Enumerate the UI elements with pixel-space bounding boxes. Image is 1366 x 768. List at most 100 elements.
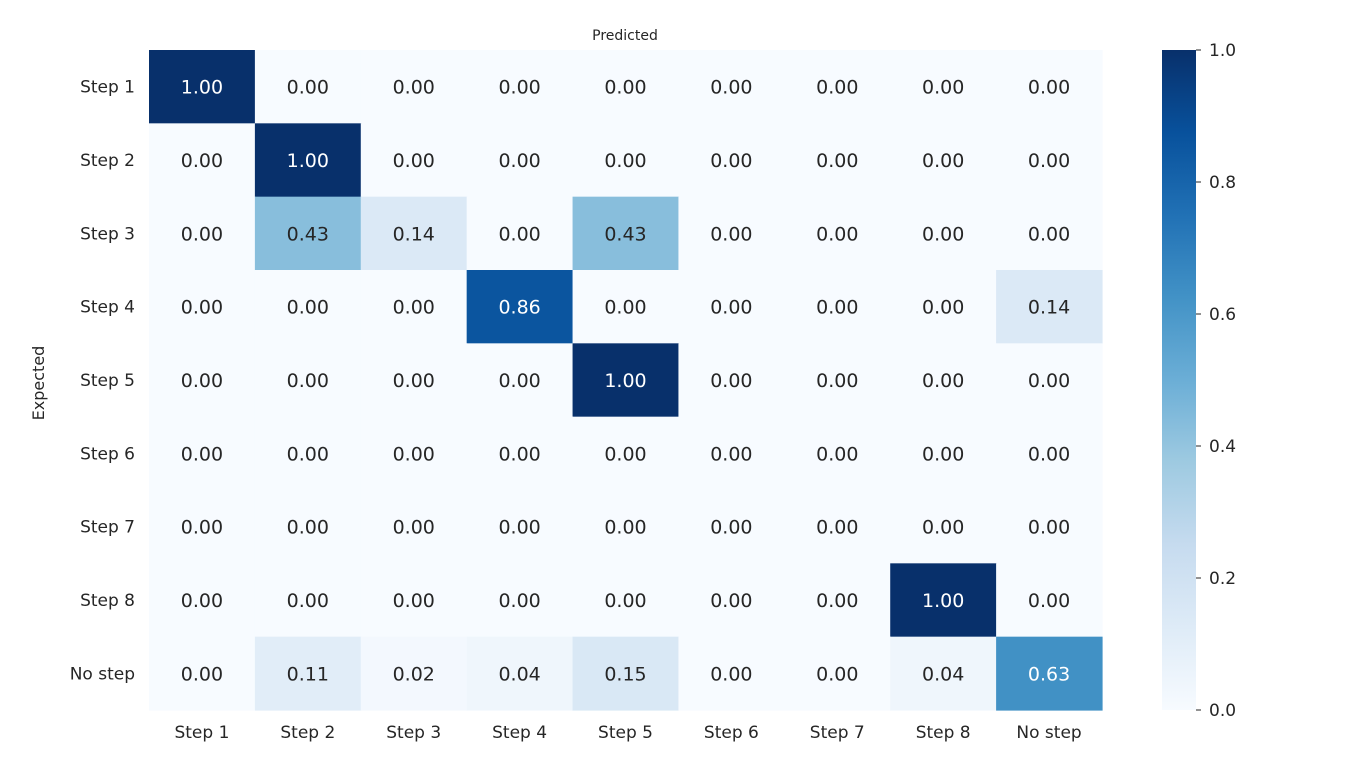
- heatmap-cell-value: 0.00: [710, 223, 752, 245]
- heatmap-cell: [254, 563, 362, 638]
- heatmap-cell-value: 0.00: [498, 223, 540, 245]
- heatmap-cell-value: 0.00: [710, 150, 752, 172]
- heatmap-cell-value: 0.00: [1028, 443, 1070, 465]
- heatmap-cell-value: 0.02: [393, 663, 435, 685]
- heatmap-cell: [678, 50, 785, 124]
- y-tick-label: Step 1: [80, 78, 135, 98]
- heatmap-cell: [784, 636, 891, 711]
- heatmap-cell-value: 0.00: [922, 150, 964, 172]
- heatmap-cell: [466, 50, 574, 124]
- y-tick-label: Step 7: [80, 518, 135, 538]
- heatmap-cell: [678, 636, 785, 711]
- heatmap-cell: [466, 563, 574, 638]
- colorbar-gradient: [1162, 50, 1196, 710]
- heatmap-cells: [149, 50, 1103, 711]
- x-tick-label: No step: [1016, 723, 1081, 743]
- heatmap-cell: [890, 636, 997, 711]
- heatmap-cell: [996, 270, 1103, 344]
- heatmap-cell: [466, 123, 574, 198]
- x-tick-label: Step 1: [174, 723, 229, 743]
- heatmap-cell: [678, 196, 785, 271]
- heatmap-cell-value: 0.00: [1028, 370, 1070, 392]
- heatmap-cell-value: 0.00: [287, 443, 329, 465]
- x-tick-label: Step 7: [810, 723, 865, 743]
- heatmap-cell: [360, 343, 468, 418]
- heatmap-cell-value: 0.00: [816, 223, 858, 245]
- heatmap-cell-value: 1.00: [604, 370, 646, 392]
- heatmap-cell: [360, 196, 468, 271]
- heatmap-cell-value: 0.00: [498, 77, 540, 99]
- heatmap-cell-value: 0.00: [181, 443, 223, 465]
- y-tick-label: Step 4: [80, 298, 135, 318]
- heatmap-cell: [360, 490, 468, 564]
- heatmap-cell: [890, 196, 997, 271]
- heatmap-cell-value: 0.00: [498, 443, 540, 465]
- heatmap-cell-value: 0.00: [604, 443, 646, 465]
- heatmap-cell-value: 0.00: [287, 370, 329, 392]
- heatmap-cell-value: 0.00: [604, 77, 646, 99]
- heatmap-cell-value: 0.00: [393, 517, 435, 539]
- heatmap-cell: [890, 50, 997, 124]
- heatmap-cell-value: 0.00: [922, 443, 964, 465]
- heatmap-cell-value: 0.43: [604, 223, 646, 245]
- heatmap-cell: [149, 343, 256, 418]
- heatmap-cell-value: 0.00: [1028, 77, 1070, 99]
- heatmap-cell: [678, 416, 785, 491]
- y-tick-label: Step 2: [80, 151, 135, 171]
- heatmap-cell-value: 0.00: [181, 223, 223, 245]
- heatmap-cell: [784, 490, 891, 564]
- heatmap-cell: [149, 636, 256, 711]
- heatmap-cell-value: 0.00: [498, 517, 540, 539]
- heatmap-cell: [254, 270, 362, 344]
- x-axis-tick-labels: Step 1 Step 2 Step 3 Step 4 Step 5 Step 6 Step…: [174, 723, 1081, 743]
- heatmap-cell: [254, 343, 362, 418]
- heatmap-cell-value: 0.86: [498, 297, 540, 319]
- y-axis-label: Expected: [29, 346, 48, 421]
- heatmap-cell-value: 0.00: [710, 443, 752, 465]
- heatmap-cell: [784, 270, 891, 344]
- heatmap-cell: [360, 123, 468, 198]
- heatmap-cell: [572, 50, 680, 124]
- heatmap-cell: [466, 343, 574, 418]
- heatmap-cell-value: 0.00: [816, 517, 858, 539]
- y-tick-label: Step 3: [80, 224, 135, 244]
- heatmap-cell: [678, 343, 785, 418]
- y-tick-label: Step 6: [80, 444, 135, 464]
- heatmap-cell: [254, 50, 362, 124]
- heatmap-cell-value: 1.00: [922, 590, 964, 612]
- heatmap-cell: [149, 416, 256, 491]
- heatmap-cell: [678, 490, 785, 564]
- y-tick-label: No step: [70, 664, 135, 684]
- heatmap-cell-value: 0.00: [287, 297, 329, 319]
- heatmap-cell: [784, 50, 891, 124]
- heatmap-cell: [149, 270, 256, 344]
- heatmap-cell-value: 0.00: [287, 590, 329, 612]
- heatmap-cell: [466, 270, 574, 344]
- heatmap-cell-value: 0.00: [287, 77, 329, 99]
- heatmap-cell-value: 0.00: [816, 590, 858, 612]
- heatmap-cell: [890, 123, 997, 198]
- heatmap-cell: [678, 270, 785, 344]
- heatmap-cell-value: 0.00: [393, 370, 435, 392]
- heatmap-cell: [890, 490, 997, 564]
- heatmap-cell-value: 0.15: [604, 663, 646, 685]
- heatmap-cell: [572, 416, 680, 491]
- heatmap-cell: [678, 123, 785, 198]
- y-axis-tick-labels: Step 1 Step 2 Step 3 Step 4 Step 5 Step 6 Step…: [70, 78, 135, 685]
- heatmap-cell: [572, 123, 680, 198]
- heatmap-cell-labels: 1.00 0.00 0.00 0.00 0.00 0.00 0.00 0.00 0.00 0.00…: [181, 77, 1070, 686]
- heatmap-cell-value: 0.00: [604, 297, 646, 319]
- heatmap-cell: [996, 123, 1103, 198]
- heatmap-cell-value: 0.00: [604, 150, 646, 172]
- x-tick-label: Step 3: [386, 723, 441, 743]
- heatmap-cell-value: 0.00: [1028, 223, 1070, 245]
- heatmap-cell: [784, 563, 891, 638]
- heatmap-cell: [890, 343, 997, 418]
- heatmap-cell-value: 0.00: [816, 663, 858, 685]
- colorbar-tick-label: 0.8: [1209, 173, 1236, 193]
- heatmap-cell: [254, 123, 362, 198]
- heatmap-cell-value: 0.00: [393, 297, 435, 319]
- heatmap-cell-value: 0.00: [498, 150, 540, 172]
- heatmap-cell-value: 0.00: [181, 297, 223, 319]
- heatmap-cell: [996, 416, 1103, 491]
